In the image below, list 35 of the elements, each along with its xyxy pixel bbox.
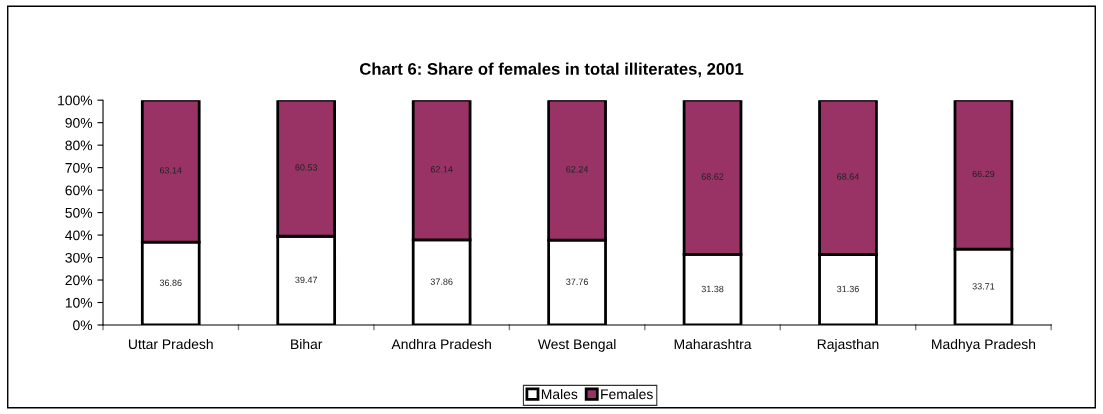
data-label: 31.38 xyxy=(701,285,724,293)
y-tick-label: 40% xyxy=(65,230,93,241)
y-tick-label: 100% xyxy=(58,95,93,106)
data-label: 60.53 xyxy=(295,164,318,171)
x-tick-label: Andhra Pradesh xyxy=(391,338,491,350)
data-label: 36.86 xyxy=(159,279,182,286)
chart-title: Chart 6: Share of females in total illiterates, 2001 xyxy=(360,62,744,78)
x-tick-label: Rajasthan xyxy=(817,338,879,352)
data-label: 68.64 xyxy=(837,173,860,180)
data-label: 63.14 xyxy=(159,167,182,174)
x-tick-label: Madhya Pradesh xyxy=(932,338,1036,352)
y-tick-label: 30% xyxy=(65,252,93,263)
data-label: 62.24 xyxy=(566,166,589,173)
data-label: 37.76 xyxy=(566,278,588,285)
y-tick-label: 80% xyxy=(65,140,93,151)
y-tick-label: 60% xyxy=(65,185,93,196)
y-tick-label: 70% xyxy=(65,162,93,173)
x-tick-label: Maharashtra xyxy=(674,338,752,350)
x-tick-label: Bihar xyxy=(291,338,323,350)
legend-label: Males xyxy=(541,388,578,400)
y-tick-label: 0% xyxy=(73,320,93,331)
y-tick-label: 20% xyxy=(65,275,93,286)
x-tick-label: Uttar Pradesh xyxy=(128,338,213,350)
y-tick-label: 10% xyxy=(65,297,93,308)
data-label: 33.71 xyxy=(972,283,995,290)
legend-label: Females xyxy=(601,388,653,400)
data-label: 68.62 xyxy=(701,173,724,180)
x-tick-label: West Bengal xyxy=(537,338,616,352)
y-tick-label: 90% xyxy=(65,118,93,128)
data-label: 66.29 xyxy=(972,170,995,178)
data-label: 31.36 xyxy=(837,285,859,293)
data-label: 39.47 xyxy=(295,276,318,284)
data-label: 37.86 xyxy=(430,278,453,285)
data-label: 62.14 xyxy=(430,166,453,173)
y-tick-label: 50% xyxy=(65,207,93,218)
